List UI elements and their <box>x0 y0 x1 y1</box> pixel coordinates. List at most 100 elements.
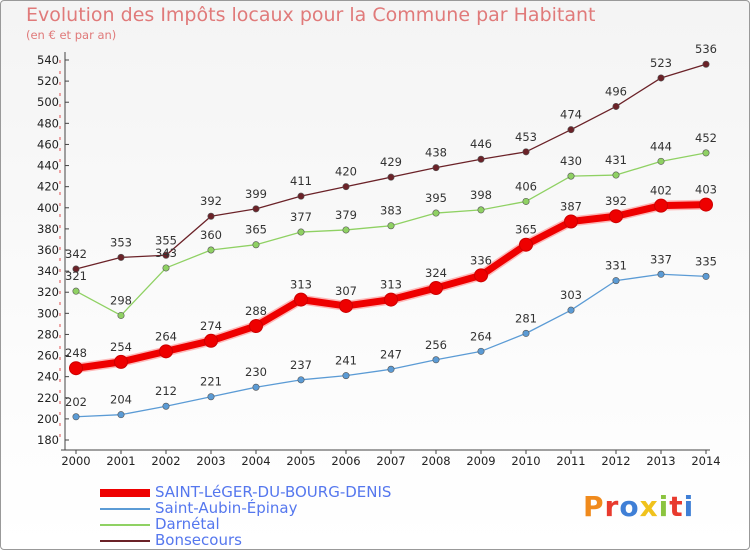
data-point <box>567 172 575 180</box>
data-point <box>432 209 440 217</box>
data-label: 383 <box>380 204 402 218</box>
data-label: 379 <box>335 208 357 222</box>
legend-swatch <box>100 540 150 542</box>
data-label: 446 <box>470 137 492 151</box>
legend-label: Saint-Aubin-Épinay <box>155 499 298 517</box>
data-label: 237 <box>290 358 312 372</box>
data-point <box>117 253 125 261</box>
legend-label: SAINT-LéGER-DU-BOURG-DENIS <box>155 483 392 501</box>
x-tick-label: 2011 <box>556 454 585 468</box>
data-point <box>387 173 395 181</box>
data-point <box>207 212 215 220</box>
data-point <box>432 164 440 172</box>
data-label: 331 <box>605 259 627 273</box>
data-point <box>522 329 530 337</box>
data-point <box>567 126 575 134</box>
y-tick-label: 320 <box>37 285 59 299</box>
data-label: 264 <box>470 329 492 343</box>
data-point <box>432 356 440 364</box>
data-point <box>339 298 353 313</box>
x-tick-label: 2013 <box>646 454 675 468</box>
y-tick-label: 180 <box>37 433 59 447</box>
data-label: 429 <box>380 155 402 169</box>
data-label: 303 <box>560 288 582 302</box>
data-point <box>477 347 485 355</box>
data-label: 392 <box>200 194 222 208</box>
data-label: 430 <box>560 154 582 168</box>
logo-letter: r <box>604 490 620 523</box>
legend-swatch <box>100 489 150 497</box>
y-tick-label: 440 <box>37 159 59 173</box>
data-label: 444 <box>650 139 672 153</box>
data-label: 523 <box>650 56 672 70</box>
data-label: 536 <box>695 42 717 56</box>
data-point <box>609 209 623 224</box>
data-point <box>474 268 488 283</box>
y-tick-label: 400 <box>37 201 59 215</box>
data-point <box>207 393 215 401</box>
data-point <box>252 383 260 391</box>
logo-letter: t <box>669 490 684 523</box>
y-tick-label: 520 <box>37 74 59 88</box>
data-point <box>117 311 125 319</box>
data-label: 321 <box>65 269 87 283</box>
data-point <box>567 306 575 314</box>
data-point <box>657 157 665 165</box>
data-point <box>522 148 530 156</box>
data-label: 336 <box>470 253 492 267</box>
y-tick-label: 460 <box>37 137 59 151</box>
data-label: 248 <box>65 346 87 360</box>
data-point <box>297 228 305 236</box>
data-point <box>342 183 350 191</box>
data-point <box>519 237 533 252</box>
y-tick-label: 380 <box>37 222 59 236</box>
data-label: 264 <box>155 329 177 343</box>
x-tick-label: 2008 <box>421 454 450 468</box>
x-tick-label: 2006 <box>331 454 360 468</box>
data-point <box>162 264 170 272</box>
data-label: 307 <box>335 284 357 298</box>
data-label: 365 <box>245 223 267 237</box>
data-point <box>297 192 305 200</box>
data-label: 241 <box>335 354 357 368</box>
data-point <box>702 149 710 157</box>
legend-label: Bonsecours <box>155 531 242 549</box>
data-label: 230 <box>245 365 267 379</box>
logo-letter: o <box>619 490 640 523</box>
data-label: 343 <box>155 246 177 260</box>
x-tick-label: 2014 <box>691 454 720 468</box>
data-point <box>72 265 80 273</box>
data-point <box>612 277 620 285</box>
x-tick-label: 2003 <box>196 454 225 468</box>
data-point <box>387 365 395 373</box>
x-tick-label: 2000 <box>61 454 90 468</box>
x-tick-label: 2012 <box>601 454 630 468</box>
data-point <box>387 222 395 230</box>
y-tick-label: 360 <box>37 243 59 257</box>
data-point <box>162 251 170 259</box>
data-label: 392 <box>605 194 627 208</box>
data-point <box>657 74 665 82</box>
data-point <box>72 287 80 295</box>
legend-swatch <box>100 524 150 526</box>
data-point <box>564 214 578 229</box>
logo-letter: x <box>639 490 659 523</box>
data-point <box>384 292 398 307</box>
y-tick-label: 500 <box>37 95 59 109</box>
y-tick-label: 220 <box>37 391 59 405</box>
data-label: 411 <box>290 174 312 188</box>
data-label: 420 <box>335 165 357 179</box>
data-label: 335 <box>695 254 717 268</box>
data-label: 402 <box>650 184 672 198</box>
data-point <box>342 372 350 380</box>
y-tick-label: 340 <box>37 264 59 278</box>
data-point <box>159 344 173 359</box>
data-point <box>429 281 443 295</box>
data-label: 438 <box>425 146 447 160</box>
x-tick-label: 2009 <box>466 454 495 468</box>
x-tick-label: 2001 <box>106 454 135 468</box>
y-tick-label: 300 <box>37 306 59 320</box>
data-label: 365 <box>515 223 537 237</box>
